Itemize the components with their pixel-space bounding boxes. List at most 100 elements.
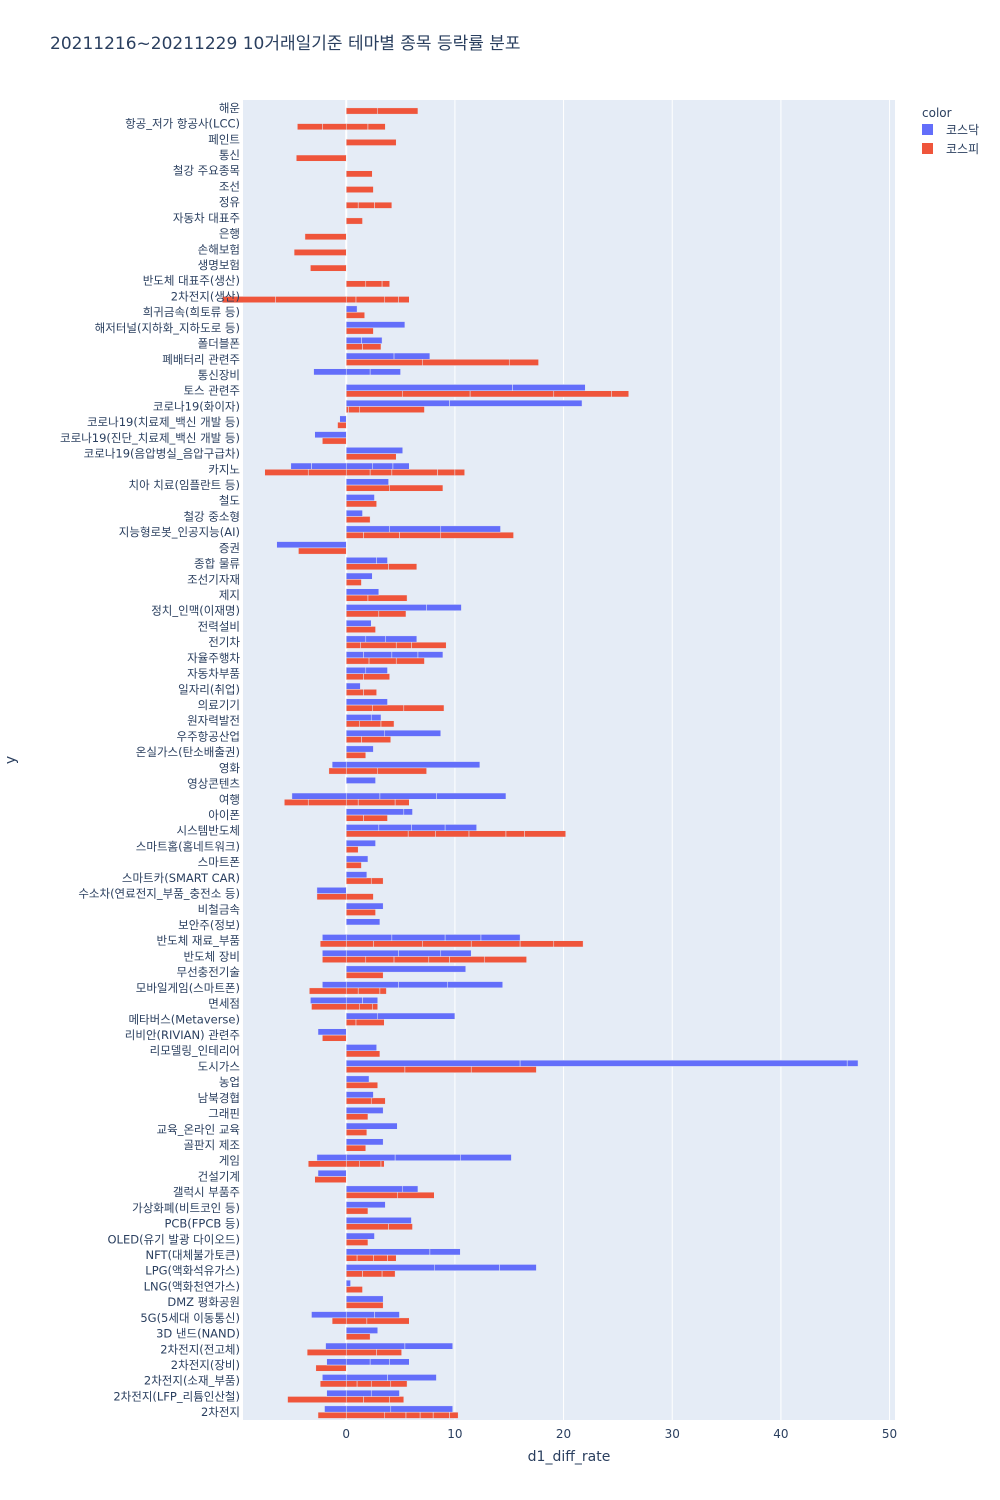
bar-segment[interactable] — [345, 447, 403, 454]
bar-segment[interactable] — [345, 1107, 384, 1114]
bar-segment[interactable] — [387, 1254, 397, 1262]
bar-segment[interactable] — [440, 949, 472, 957]
bar-segment[interactable] — [345, 123, 369, 131]
bar-segment[interactable] — [359, 720, 382, 728]
bar-segment[interactable] — [317, 1028, 347, 1036]
bar-segment[interactable] — [345, 1160, 360, 1168]
bar-segment[interactable] — [429, 1248, 461, 1256]
bar-segment[interactable] — [345, 1144, 367, 1152]
bar-segment[interactable] — [345, 516, 371, 523]
bar-segment[interactable] — [398, 949, 442, 957]
bar-segment[interactable] — [407, 830, 436, 838]
bar-segment[interactable] — [345, 384, 513, 391]
bar-segment[interactable] — [307, 1160, 347, 1168]
bar-segment[interactable] — [369, 469, 393, 476]
bar-segment[interactable] — [611, 390, 630, 398]
bar-segment[interactable] — [345, 390, 403, 398]
bar-segment[interactable] — [275, 296, 347, 303]
bar-segment[interactable] — [417, 651, 444, 659]
bar-segment[interactable] — [345, 877, 372, 885]
bar-segment[interactable] — [345, 767, 378, 775]
bar-segment[interactable] — [381, 280, 390, 288]
bar-segment[interactable] — [391, 651, 419, 659]
bar-segment[interactable] — [222, 296, 276, 303]
bar-segment[interactable] — [345, 1044, 377, 1051]
bar-segment[interactable] — [345, 1113, 369, 1121]
bar-segment[interactable] — [398, 296, 410, 303]
bar-segment[interactable] — [428, 956, 450, 963]
bar-segment[interactable] — [345, 588, 380, 596]
bar-segment[interactable] — [315, 1364, 347, 1372]
bar-segment[interactable] — [345, 1012, 378, 1020]
bar-segment[interactable] — [357, 987, 381, 995]
bar-segment[interactable] — [345, 359, 423, 366]
bar-segment[interactable] — [345, 453, 397, 461]
bar-segment[interactable] — [345, 956, 367, 963]
bar-segment[interactable] — [370, 1389, 400, 1397]
bar-segment[interactable] — [394, 799, 410, 806]
bar-segment[interactable] — [357, 799, 396, 806]
legend-item-kosdaq[interactable]: 코스닥 — [922, 123, 979, 137]
bar-segment[interactable] — [432, 1411, 450, 1419]
bar-segment[interactable] — [440, 531, 514, 539]
bar-segment[interactable] — [369, 368, 401, 376]
bar-segment[interactable] — [322, 956, 347, 963]
bar-segment[interactable] — [345, 830, 409, 838]
bar-segment[interactable] — [345, 368, 371, 376]
bar-segment[interactable] — [345, 987, 359, 995]
bar-segment[interactable] — [468, 830, 507, 838]
bar-segment[interactable] — [322, 123, 347, 131]
bar-segment[interactable] — [345, 1003, 360, 1011]
bar-segment[interactable] — [378, 824, 412, 831]
bar-segment[interactable] — [345, 949, 399, 957]
bar-segment[interactable] — [287, 1396, 347, 1403]
bar-segment[interactable] — [345, 1019, 357, 1026]
bar-segment[interactable] — [322, 934, 347, 941]
bar-segment[interactable] — [393, 956, 430, 963]
bar-segment[interactable] — [345, 981, 399, 989]
bar-segment[interactable] — [298, 547, 347, 555]
bar-segment[interactable] — [519, 1059, 848, 1067]
bar-segment[interactable] — [405, 1411, 421, 1419]
bar-segment[interactable] — [390, 1405, 453, 1413]
bar-segment[interactable] — [309, 987, 347, 995]
bar-segment[interactable] — [345, 610, 380, 618]
bar-segment[interactable] — [411, 824, 446, 831]
bar-segment[interactable] — [449, 399, 583, 407]
bar-segment[interactable] — [389, 1396, 405, 1403]
bar-segment[interactable] — [345, 170, 373, 178]
bar-segment[interactable] — [337, 421, 347, 429]
bar-segment[interactable] — [345, 1389, 372, 1397]
bar-segment[interactable] — [345, 651, 364, 659]
bar-segment[interactable] — [505, 830, 525, 838]
bar-segment[interactable] — [378, 610, 407, 618]
bar-segment[interactable] — [293, 249, 347, 256]
bar-segment[interactable] — [355, 1019, 385, 1026]
bar-segment[interactable] — [345, 1217, 412, 1224]
bar-segment[interactable] — [435, 830, 470, 838]
bar-segment[interactable] — [469, 390, 555, 398]
bar-segment[interactable] — [385, 635, 418, 643]
bar-segment[interactable] — [390, 1380, 408, 1388]
bar-segment[interactable] — [373, 940, 423, 948]
bar-segment[interactable] — [317, 1411, 347, 1419]
bar-segment[interactable] — [345, 305, 358, 313]
bar-segment[interactable] — [345, 1154, 396, 1161]
bar-segment[interactable] — [322, 437, 347, 445]
bar-segment[interactable] — [326, 1358, 347, 1366]
bar-segment[interactable] — [422, 940, 472, 948]
bar-segment[interactable] — [345, 1185, 403, 1193]
bar-segment[interactable] — [524, 830, 566, 838]
bar-segment[interactable] — [345, 311, 365, 319]
bar-segment[interactable] — [345, 861, 362, 869]
legend-item-kospi[interactable]: 코스피 — [922, 142, 979, 156]
bar-segment[interactable] — [404, 1066, 472, 1073]
bar-segment[interactable] — [367, 123, 386, 131]
bar-segment[interactable] — [384, 1411, 407, 1419]
bar-segment[interactable] — [345, 1097, 372, 1105]
bar-segment[interactable] — [444, 824, 477, 831]
bar-segment[interactable] — [345, 139, 397, 146]
bar-segment[interactable] — [512, 384, 586, 391]
bar-segment[interactable] — [345, 1311, 375, 1319]
bar-segment[interactable] — [345, 1295, 384, 1303]
